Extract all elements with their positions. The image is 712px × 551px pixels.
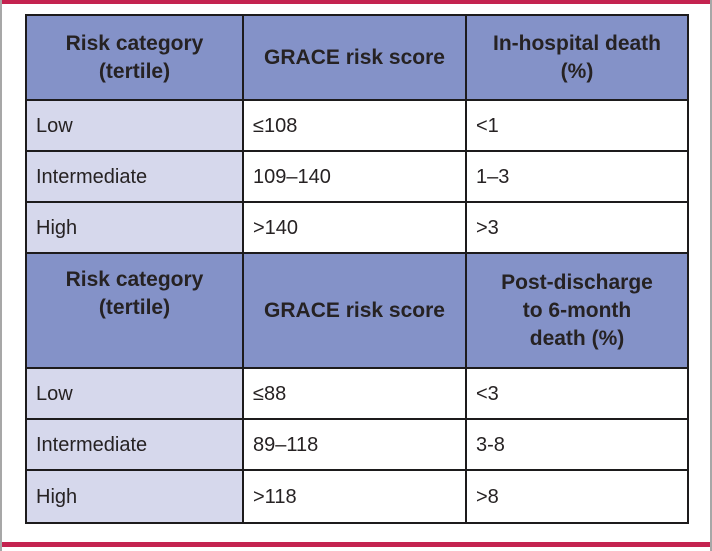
grace-score-cell: 109–140 bbox=[242, 150, 467, 203]
table1-header-in-hospital-death: In-hospital death (%) bbox=[465, 14, 689, 101]
death-rate-cell: >3 bbox=[465, 201, 689, 254]
top-accent-rule bbox=[2, 0, 710, 4]
table2-row-high: High >118 >8 bbox=[25, 469, 689, 524]
table2-header-post-discharge-death: Post-discharge to 6-month death (%) bbox=[465, 252, 689, 369]
table1-header-row: Risk category (tertile) GRACE risk score… bbox=[25, 14, 689, 101]
header-line: death (%) bbox=[529, 326, 625, 350]
grace-score-cell: >140 bbox=[242, 201, 467, 254]
table2-header-row: Risk category (tertile) GRACE risk score… bbox=[25, 252, 689, 369]
grace-score-cell: ≤88 bbox=[242, 367, 467, 420]
risk-category-cell: Low bbox=[25, 367, 244, 420]
death-rate-cell: <3 bbox=[465, 367, 689, 420]
risk-category-cell: Intermediate bbox=[25, 150, 244, 203]
risk-category-cell: High bbox=[25, 201, 244, 254]
header-line: Post-discharge bbox=[501, 270, 653, 294]
risk-category-cell: High bbox=[25, 469, 244, 524]
header-line: Risk category bbox=[65, 268, 204, 291]
death-rate-cell: 3-8 bbox=[465, 418, 689, 471]
grace-score-cell: >118 bbox=[242, 469, 467, 524]
risk-category-cell: Intermediate bbox=[25, 418, 244, 471]
header-line: Risk category bbox=[65, 31, 204, 55]
table1-header-risk-category: Risk category (tertile) bbox=[25, 14, 244, 101]
table1-row-low: Low ≤108 <1 bbox=[25, 99, 689, 152]
table1-header-grace-score: GRACE risk score bbox=[242, 14, 467, 101]
header-line: (%) bbox=[560, 59, 594, 83]
bottom-accent-rule bbox=[2, 542, 710, 547]
death-rate-cell: 1–3 bbox=[465, 150, 689, 203]
death-rate-cell: <1 bbox=[465, 99, 689, 152]
table2-header-risk-category: Risk category (tertile) bbox=[25, 252, 244, 369]
header-line: to 6-month bbox=[522, 298, 632, 322]
grace-score-cell: 89–118 bbox=[242, 418, 467, 471]
header-line: GRACE risk score bbox=[264, 45, 445, 69]
grace-score-cell: ≤108 bbox=[242, 99, 467, 152]
header-line: (tertile) bbox=[98, 296, 171, 319]
table1-row-intermediate: Intermediate 109–140 1–3 bbox=[25, 150, 689, 203]
table1-row-high: High >140 >3 bbox=[25, 201, 689, 254]
risk-category-cell: Low bbox=[25, 99, 244, 152]
header-line: GRACE risk score bbox=[264, 298, 445, 322]
table2-header-grace-score: GRACE risk score bbox=[242, 252, 467, 369]
grace-risk-score-table: Risk category (tertile) GRACE risk score… bbox=[25, 14, 689, 524]
table2-row-low: Low ≤88 <3 bbox=[25, 367, 689, 420]
table2-row-intermediate: Intermediate 89–118 3-8 bbox=[25, 418, 689, 471]
death-rate-cell: >8 bbox=[465, 469, 689, 524]
header-line: (tertile) bbox=[98, 59, 171, 83]
header-line: In-hospital death bbox=[493, 31, 661, 55]
